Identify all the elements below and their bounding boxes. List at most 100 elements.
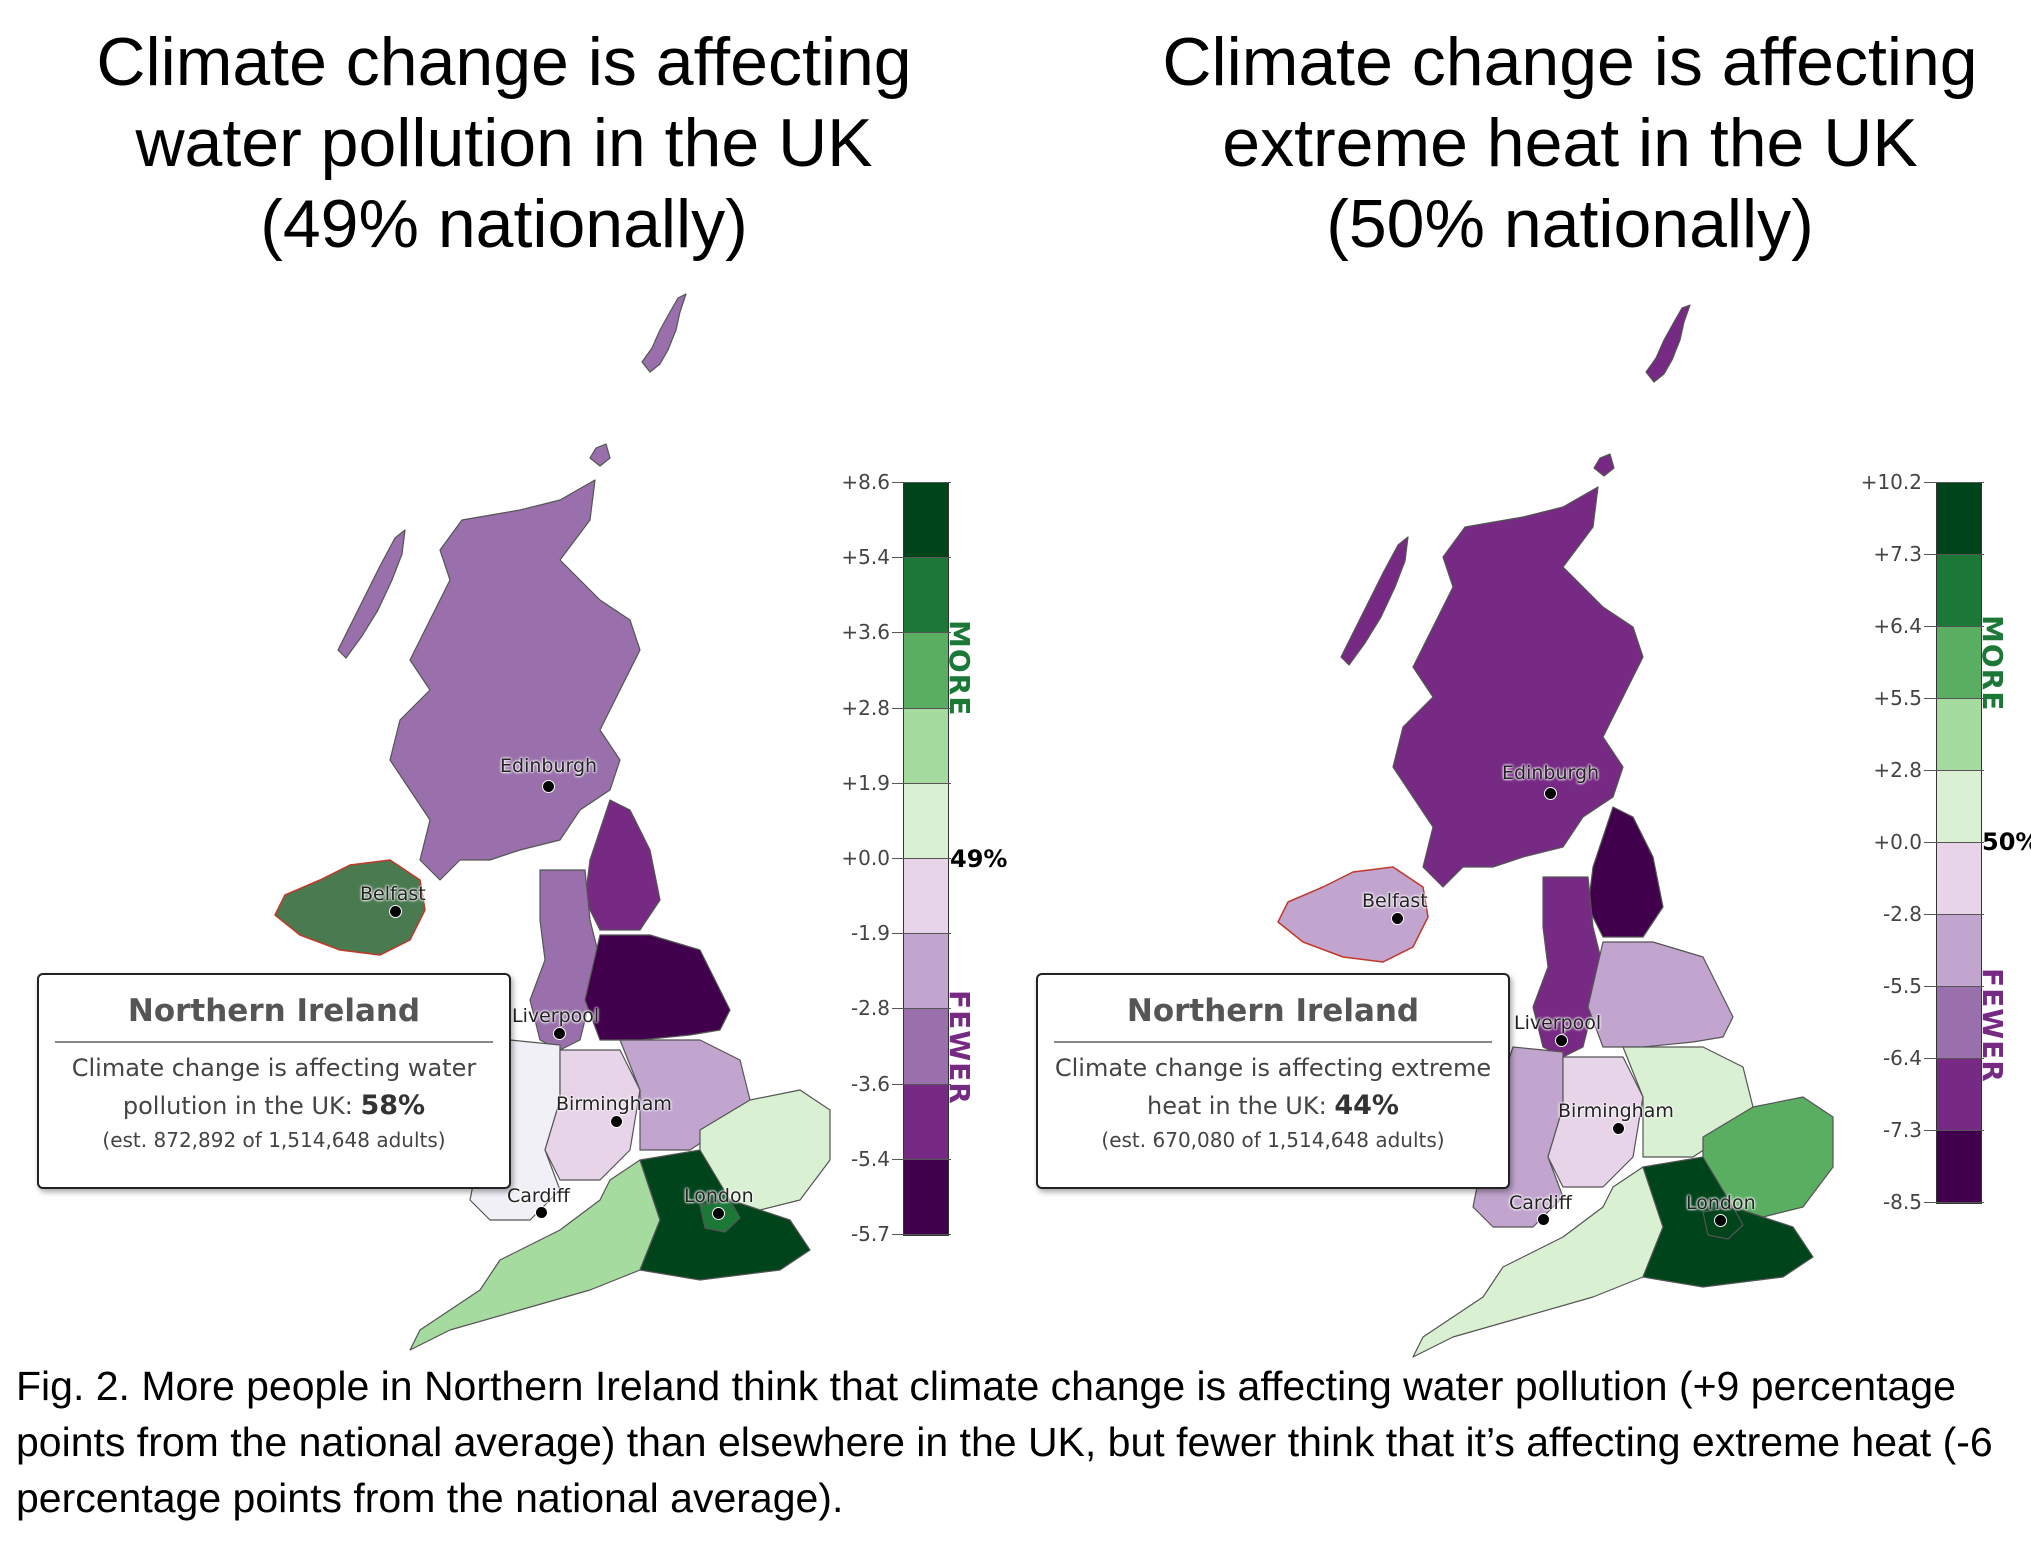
right-fewer-label: FEWER xyxy=(1976,968,2009,1083)
legend-tick-mark xyxy=(892,858,951,859)
left-more-label: MORE xyxy=(943,620,976,717)
legend-tick-label: -7.3 xyxy=(1882,1118,1922,1142)
city-label-edinburgh: Edinburgh xyxy=(1502,762,1600,784)
north-east-region[interactable] xyxy=(584,799,661,931)
legend-tick-mark xyxy=(1924,482,1984,483)
tooltip-estimate: (est. 670,080 of 1,514,648 adults) xyxy=(1101,1128,1445,1152)
legend-tick-mark xyxy=(1924,1130,1984,1131)
legend-tick-mark xyxy=(1924,626,1984,627)
legend-color-swatch xyxy=(904,483,948,559)
city-dot-belfast xyxy=(389,905,402,918)
right-national-average-label: 50% xyxy=(1982,828,2031,856)
right-map-title: Climate change is affecting extreme heat… xyxy=(1070,22,2031,265)
tooltip-body: Climate change is affecting extreme heat… xyxy=(1038,1043,1508,1155)
left-fewer-label: FEWER xyxy=(943,990,976,1105)
legend-tick-mark xyxy=(892,482,951,483)
west-midlands-region[interactable] xyxy=(1547,1056,1644,1188)
legend-tick-label: +1.9 xyxy=(841,770,890,795)
legend-tick-label: +3.6 xyxy=(841,620,890,645)
legend-tick-mark xyxy=(892,632,951,634)
city-dot-cardiff xyxy=(535,1206,548,1219)
left-map-title: Climate change is affecting water pollut… xyxy=(4,22,1004,265)
northern-ireland-region[interactable] xyxy=(1277,866,1429,963)
legend-color-swatch xyxy=(904,1009,948,1085)
left-title-line-3: (49% nationally) xyxy=(260,186,748,262)
legend-tick-label: -5.7 xyxy=(850,1222,890,1246)
city-dot-london xyxy=(712,1207,725,1220)
legend-color-swatch xyxy=(1937,483,1981,555)
legend-tick-mark xyxy=(892,1158,951,1160)
legend-tick-label: -1.9 xyxy=(850,921,890,946)
legend-color-swatch xyxy=(1937,1059,1981,1131)
legend-color-swatch xyxy=(1937,555,1981,627)
legend-tick-label: +5.4 xyxy=(841,545,890,570)
scotland-region[interactable] xyxy=(1392,486,1644,888)
scotland-region[interactable] xyxy=(389,479,641,881)
legend-color-swatch xyxy=(904,783,948,859)
legend-tick-label: +5.5 xyxy=(1873,686,1922,710)
legend-tick-mark xyxy=(1924,914,1984,915)
legend-tick-mark xyxy=(1924,554,1984,555)
shetland-region[interactable] xyxy=(641,293,687,373)
orkney-region[interactable] xyxy=(1593,453,1615,477)
city-dot-birmingham xyxy=(610,1115,623,1128)
north-west-region[interactable] xyxy=(1532,876,1604,1058)
legend-tick-label: -3.6 xyxy=(850,1071,890,1096)
shetland-region[interactable] xyxy=(1645,304,1691,383)
yorkshire-region[interactable] xyxy=(1587,941,1734,1048)
tooltip-region-name: Northern Ireland xyxy=(1054,975,1492,1043)
legend-color-swatch xyxy=(904,859,948,935)
city-label-cardiff: Cardiff xyxy=(1509,1192,1572,1214)
city-label-liverpool: Liverpool xyxy=(1514,1012,1602,1034)
legend-color-swatch xyxy=(904,558,948,634)
tooltip-text-line-1: Climate change is affecting water xyxy=(71,1054,477,1082)
left-national-average-label: 49% xyxy=(950,845,1008,873)
left-title-line-1: Climate change is affecting xyxy=(96,24,912,100)
city-label-birmingham: Birmingham xyxy=(1558,1100,1674,1122)
tooltip-region-name: Northern Ireland xyxy=(55,975,493,1043)
city-dot-edinburgh xyxy=(542,780,555,793)
city-label-birmingham: Birmingham xyxy=(556,1093,672,1115)
outer-hebrides-region[interactable] xyxy=(337,529,406,659)
legend-tick-label: +8.6 xyxy=(841,470,890,494)
left-title-line-2: water pollution in the UK xyxy=(135,105,873,181)
tooltip-text-line-2-label: pollution in the UK: xyxy=(122,1092,353,1120)
legend-tick-label: -5.4 xyxy=(850,1146,890,1171)
yorkshire-region[interactable] xyxy=(584,934,731,1041)
legend-tick-label: +10.2 xyxy=(1860,470,1922,494)
caption-text: . More people in Northern Ireland think … xyxy=(16,1363,1993,1521)
city-dot-cardiff xyxy=(1537,1213,1550,1226)
city-dot-belfast xyxy=(1391,912,1404,925)
right-title-line-2: extreme heat in the UK xyxy=(1222,105,1918,181)
legend-tick-mark xyxy=(1924,1202,1984,1203)
city-dot-edinburgh xyxy=(1544,787,1557,800)
west-midlands-region[interactable] xyxy=(544,1049,641,1181)
outer-hebrides-region[interactable] xyxy=(1340,536,1409,666)
legend-color-swatch xyxy=(1937,699,1981,771)
legend-tick-mark xyxy=(1924,698,1984,699)
orkney-region[interactable] xyxy=(589,443,611,467)
legend-tick-mark xyxy=(1924,842,1984,843)
tooltip-value: 58% xyxy=(360,1090,426,1121)
legend-tick-mark xyxy=(892,557,951,559)
tooltip-text-line-2: heat in the UK: 44% xyxy=(1038,1087,1508,1125)
legend-tick-label: +0.0 xyxy=(841,846,890,870)
legend-tick-label: -2.8 xyxy=(850,996,890,1021)
legend-tick-label: +2.8 xyxy=(1873,758,1922,782)
northern-ireland-region[interactable] xyxy=(274,859,426,956)
legend-color-swatch xyxy=(1937,771,1981,843)
north-west-region[interactable] xyxy=(529,869,601,1051)
city-dot-liverpool xyxy=(553,1027,566,1040)
tooltip-text-line-2-label: heat in the UK: xyxy=(1147,1092,1327,1120)
legend-tick-label: +0.0 xyxy=(1873,830,1922,854)
right-more-label: MORE xyxy=(1976,615,2009,712)
legend-tick-label: -8.5 xyxy=(1882,1190,1922,1214)
legend-color-swatch xyxy=(904,934,948,1010)
city-label-cardiff: Cardiff xyxy=(507,1185,570,1207)
legend-color-swatch xyxy=(904,1084,948,1160)
city-label-edinburgh: Edinburgh xyxy=(500,755,598,777)
north-east-region[interactable] xyxy=(1587,806,1664,938)
legend-color-swatch xyxy=(904,708,948,784)
legend-color-swatch xyxy=(904,1159,948,1235)
